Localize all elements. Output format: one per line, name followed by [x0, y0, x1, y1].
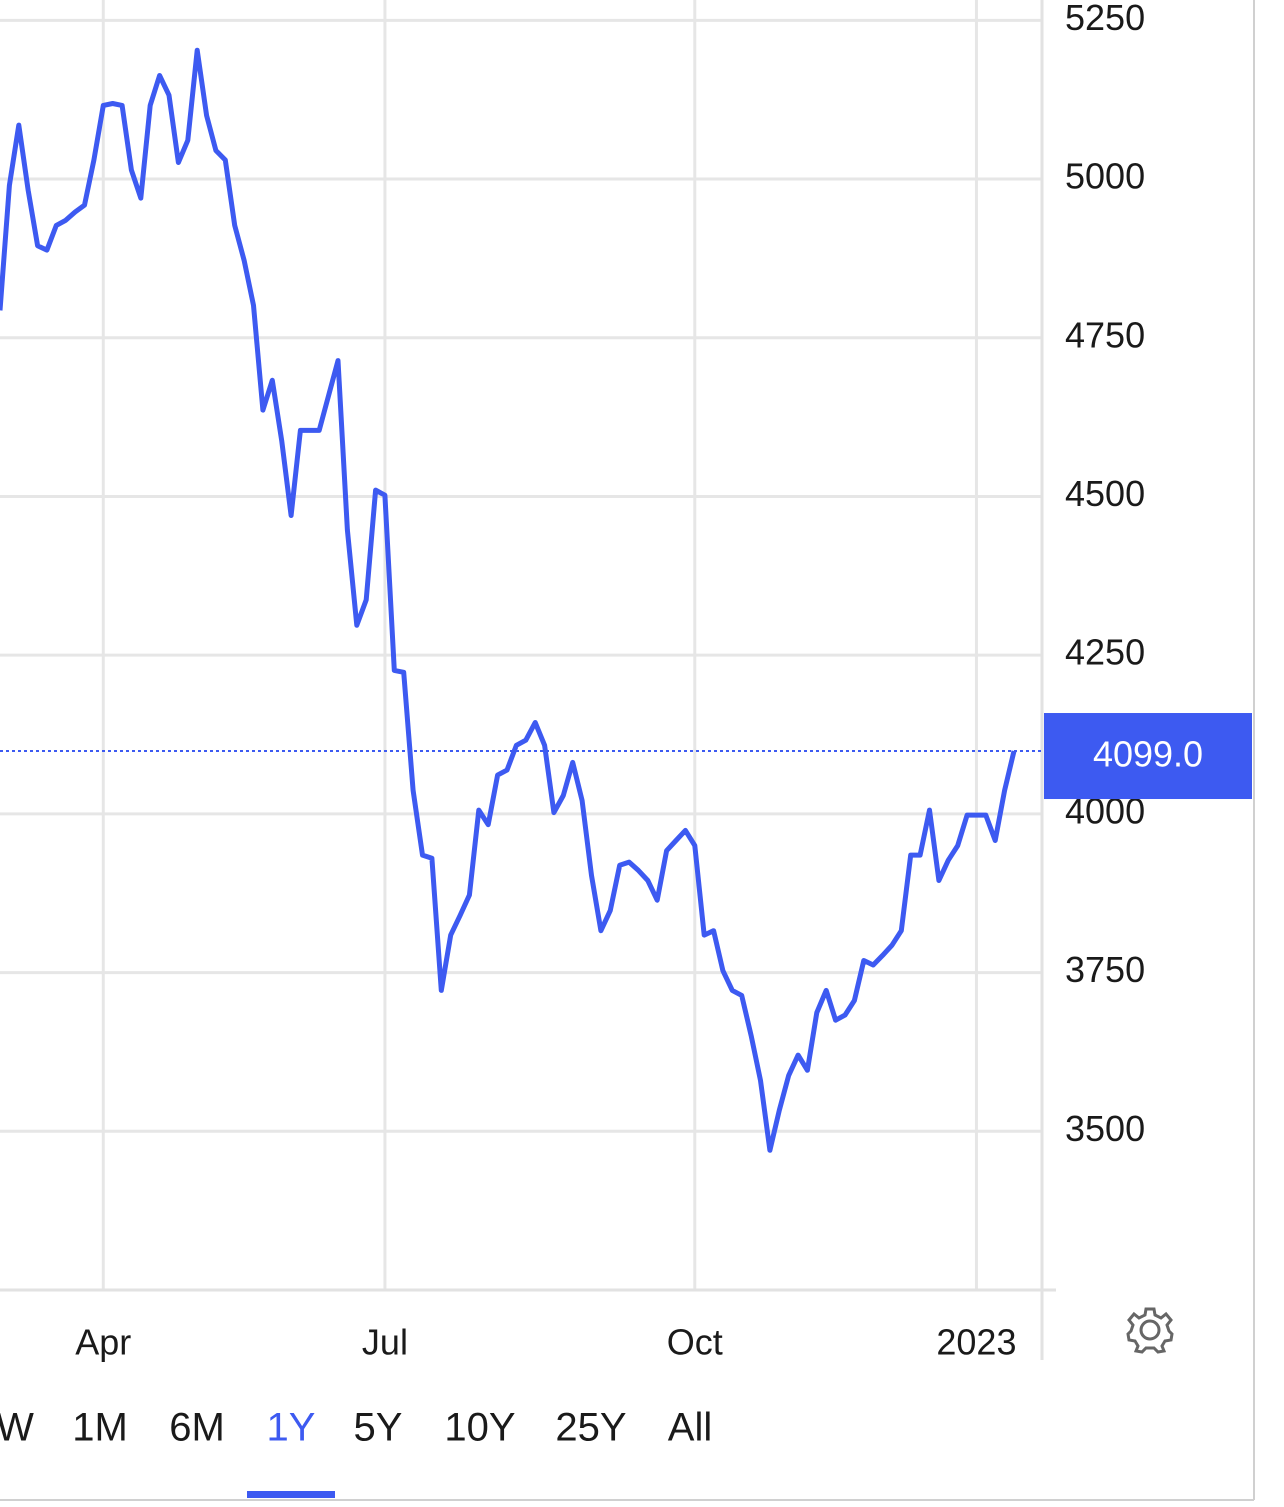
current-price-box [1044, 713, 1252, 800]
y-tick-label: 5250 [1065, 0, 1145, 38]
range-button[interactable]: All [668, 1406, 712, 1450]
x-tick-label: 2023 [936, 1322, 1016, 1363]
range-button[interactable]: 5Y [354, 1406, 403, 1450]
x-tick-label: Oct [667, 1322, 723, 1363]
y-tick-label: 3500 [1065, 1108, 1145, 1149]
y-tick-label: 3750 [1065, 949, 1145, 990]
y-tick-label: 5000 [1065, 156, 1145, 197]
range-button[interactable]: 1Y [267, 1406, 316, 1450]
range-button[interactable]: 10Y [444, 1406, 515, 1450]
y-tick-label: 4500 [1065, 473, 1145, 514]
current-price-label: 4099.0 [1093, 734, 1203, 775]
settings-icon[interactable] [1126, 1307, 1174, 1354]
x-tick-label: Apr [75, 1322, 131, 1363]
x-tick-label: Jul [362, 1322, 408, 1363]
y-tick-label: 4750 [1065, 314, 1145, 355]
range-button[interactable]: 25Y [555, 1406, 626, 1450]
y-tick-label: 4250 [1065, 632, 1145, 673]
range-selected-underline [247, 1491, 335, 1498]
range-button[interactable]: 6M [169, 1406, 225, 1450]
price-line [0, 47, 1017, 1153]
range-button[interactable]: W [0, 1406, 34, 1450]
range-button[interactable]: 1M [72, 1406, 128, 1450]
